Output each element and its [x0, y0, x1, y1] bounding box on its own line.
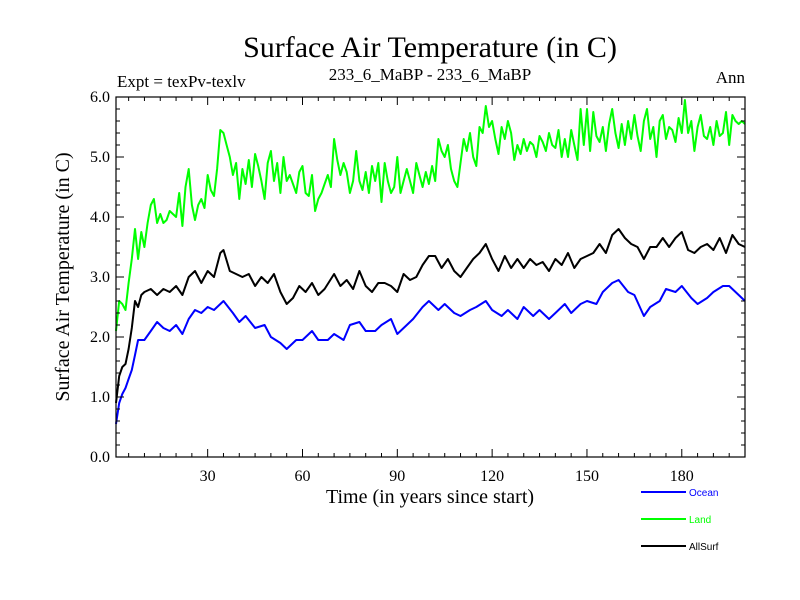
x-tick-label: 90 [389, 468, 405, 485]
y-tick-label: 5.0 [90, 149, 110, 166]
y-tick-label: 4.0 [90, 209, 110, 226]
x-tick-label: 30 [200, 468, 216, 485]
x-axis-label: Time (in years since start) [326, 486, 534, 508]
axis-ticks [116, 96, 745, 458]
series-line-land [115, 99, 746, 332]
subtitle-left: Expt = texPv-texlv [117, 72, 246, 91]
x-tick-label: 150 [575, 468, 599, 485]
y-tick-label: 2.0 [90, 329, 110, 346]
series-line-allsurf [115, 228, 746, 404]
x-tick-label: 60 [294, 468, 310, 485]
x-tick-label: 180 [670, 468, 694, 485]
subtitle-right: Ann [716, 68, 746, 87]
legend-label-ocean: Ocean [689, 488, 718, 499]
chart-title: Surface Air Temperature (in C) [243, 31, 617, 64]
series-line-ocean [115, 279, 746, 425]
y-axis-label: Surface Air Temperature (in C) [52, 152, 74, 401]
legend-label-land: Land [689, 515, 711, 526]
legend-label-allsurf: AllSurf [689, 542, 719, 553]
y-tick-label: 1.0 [90, 389, 110, 406]
y-tick-label: 3.0 [90, 269, 110, 286]
legend: Ocean Land AllSurf [641, 488, 719, 553]
plot-series [115, 99, 746, 425]
tick-labels: 30 60 90 120 150 180 0.0 1.0 2.0 3.0 4.0 5.0 6.0 [90, 89, 694, 485]
subtitle-center: 233_6_MaBP - 233_6_MaBP [329, 65, 531, 84]
x-tick-label: 120 [480, 468, 504, 485]
y-tick-label: 6.0 [90, 89, 110, 106]
y-tick-label: 0.0 [90, 449, 110, 466]
